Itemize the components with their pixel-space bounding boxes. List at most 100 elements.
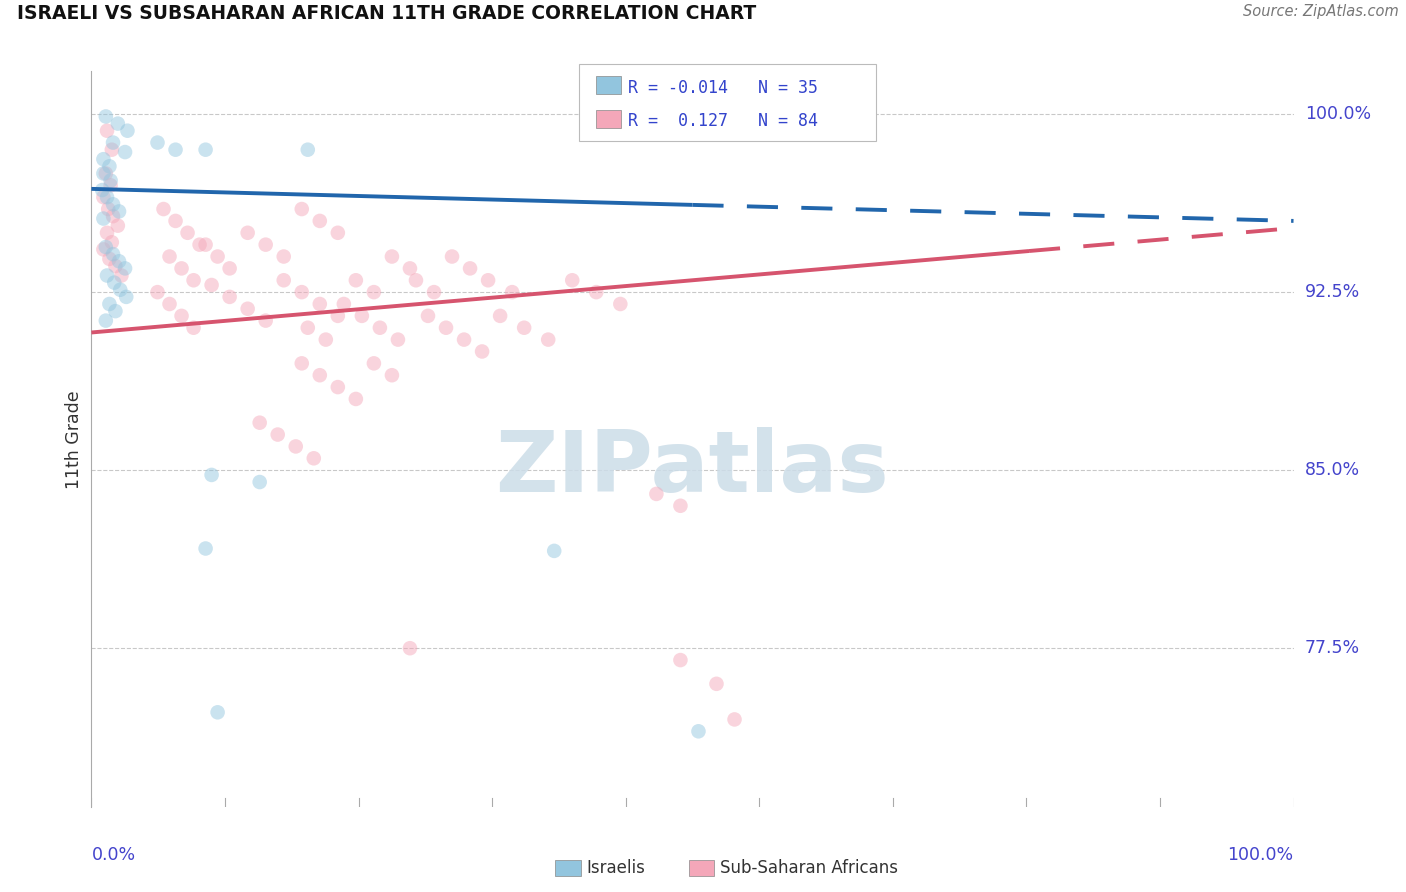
Point xyxy=(381,368,404,383)
Point xyxy=(326,226,349,240)
Point xyxy=(236,226,259,240)
Point xyxy=(194,237,217,252)
Text: 85.0%: 85.0% xyxy=(1305,461,1360,479)
Point xyxy=(308,368,330,383)
Point xyxy=(458,261,481,276)
Point xyxy=(93,190,115,204)
Point xyxy=(98,252,121,266)
Point xyxy=(254,237,277,252)
Point xyxy=(333,297,356,311)
Point xyxy=(104,304,127,318)
Point xyxy=(453,333,475,347)
Point xyxy=(93,243,115,257)
Point xyxy=(236,301,259,316)
Point xyxy=(297,143,319,157)
Point xyxy=(416,309,439,323)
Point xyxy=(645,487,668,501)
Text: R = -0.014   N = 35: R = -0.014 N = 35 xyxy=(628,79,818,97)
Point xyxy=(146,285,169,299)
Point xyxy=(96,190,118,204)
Point xyxy=(561,273,583,287)
Text: Sub-Saharan Africans: Sub-Saharan Africans xyxy=(720,859,898,877)
Point xyxy=(183,273,205,287)
Point xyxy=(308,214,330,228)
Point xyxy=(108,204,131,219)
Point xyxy=(93,152,115,166)
Point xyxy=(273,250,295,264)
Point xyxy=(98,159,121,173)
Point xyxy=(344,273,367,287)
Point xyxy=(117,124,139,138)
Point xyxy=(326,309,349,323)
Point xyxy=(302,451,325,466)
Point xyxy=(399,261,422,276)
Point xyxy=(101,209,124,223)
Point xyxy=(114,261,136,276)
Point xyxy=(669,499,692,513)
Y-axis label: 11th Grade: 11th Grade xyxy=(65,390,83,489)
Point xyxy=(440,250,463,264)
Point xyxy=(94,240,117,254)
Point xyxy=(94,110,117,124)
Point xyxy=(669,653,692,667)
Point xyxy=(537,333,560,347)
Point xyxy=(188,237,211,252)
Point xyxy=(291,202,314,216)
Text: 77.5%: 77.5% xyxy=(1305,640,1360,657)
Point xyxy=(93,166,115,180)
Point xyxy=(96,268,118,283)
Point xyxy=(101,143,124,157)
Point xyxy=(159,250,181,264)
Point xyxy=(183,320,205,334)
Point xyxy=(146,136,169,150)
Point xyxy=(477,273,499,287)
Point xyxy=(471,344,494,359)
Point xyxy=(513,320,536,334)
Text: ISRAELI VS SUBSAHARAN AFRICAN 11TH GRADE CORRELATION CHART: ISRAELI VS SUBSAHARAN AFRICAN 11TH GRADE… xyxy=(17,4,756,23)
Point xyxy=(249,475,271,489)
Point xyxy=(100,178,122,193)
Point xyxy=(267,427,290,442)
Text: 100.0%: 100.0% xyxy=(1305,105,1371,123)
Point xyxy=(97,202,120,216)
Point xyxy=(218,261,240,276)
Text: 0.0%: 0.0% xyxy=(91,847,135,864)
Point xyxy=(434,320,457,334)
Point xyxy=(176,226,198,240)
Point xyxy=(201,278,224,293)
Point xyxy=(501,285,523,299)
Point xyxy=(93,211,115,226)
Point xyxy=(94,313,117,327)
Point xyxy=(399,641,422,656)
Point xyxy=(543,544,565,558)
Point xyxy=(291,356,314,370)
Text: 100.0%: 100.0% xyxy=(1227,847,1294,864)
Point xyxy=(297,320,319,334)
Point xyxy=(101,136,124,150)
Point xyxy=(273,273,295,287)
Point xyxy=(94,166,117,180)
Point xyxy=(96,124,118,138)
Point xyxy=(489,309,512,323)
Point xyxy=(326,380,349,394)
Point xyxy=(152,202,174,216)
Text: Israelis: Israelis xyxy=(586,859,645,877)
Point xyxy=(723,713,745,727)
Point xyxy=(104,259,127,273)
Point xyxy=(585,285,607,299)
Point xyxy=(315,333,337,347)
Point xyxy=(249,416,271,430)
Point xyxy=(114,145,136,159)
Point xyxy=(344,392,367,406)
Point xyxy=(101,235,124,250)
Point xyxy=(96,226,118,240)
Text: 92.5%: 92.5% xyxy=(1305,283,1360,301)
Point xyxy=(405,273,427,287)
Point xyxy=(107,117,129,131)
Point xyxy=(194,143,217,157)
Point xyxy=(98,297,121,311)
Point xyxy=(165,214,187,228)
Point xyxy=(368,320,391,334)
Text: Source: ZipAtlas.com: Source: ZipAtlas.com xyxy=(1243,4,1399,20)
Point xyxy=(218,290,240,304)
